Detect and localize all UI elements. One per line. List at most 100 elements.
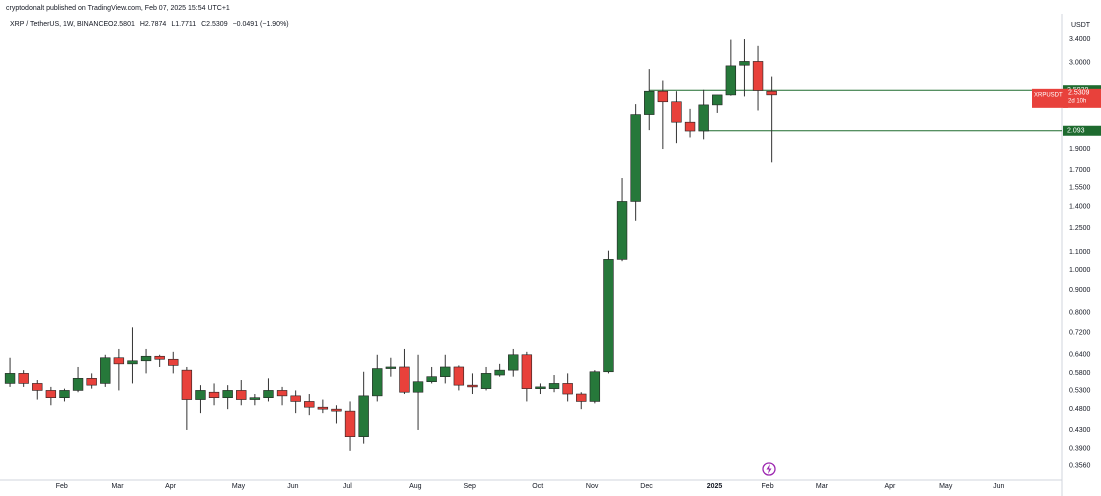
ohlc-value: L1.7711 <box>171 21 196 28</box>
candle-body <box>18 373 29 384</box>
chart-title: XRP / TetherUS, 1W, BINANCE <box>10 21 108 28</box>
candle-body <box>181 369 193 400</box>
candle-body <box>603 259 614 373</box>
candle-body <box>712 94 723 106</box>
candle-body <box>766 90 777 96</box>
price-tag-symbol: XRPUSDT <box>1034 92 1063 98</box>
candle-body <box>263 390 274 398</box>
candle-body <box>616 201 628 260</box>
y-tick-label: 1.5500 <box>1069 184 1091 191</box>
candle-body <box>725 65 737 96</box>
price-tag-countdown: 2d 10h <box>1068 98 1086 104</box>
y-tick-label: 0.8000 <box>1069 309 1091 316</box>
candle-body <box>113 357 125 365</box>
candle-body <box>576 393 587 402</box>
candle-body <box>467 384 478 388</box>
candle-body <box>276 390 288 397</box>
candle-body <box>440 366 451 377</box>
candle-body <box>344 410 356 437</box>
y-tick-label: 1.4000 <box>1069 204 1091 211</box>
x-tick-label: May <box>939 483 953 490</box>
candle-body <box>521 354 533 389</box>
y-tick-label: 1.7000 <box>1069 167 1091 174</box>
x-tick-label: Mar <box>816 483 829 490</box>
candle-body <box>562 383 573 395</box>
candle-body <box>222 390 233 398</box>
candle-body <box>385 366 397 369</box>
x-tick-label: Feb <box>762 483 774 490</box>
y-tick-label: 1.9000 <box>1069 146 1091 153</box>
y-tick-label: 1.2500 <box>1069 225 1091 232</box>
candle-body <box>644 90 655 115</box>
candle-body <box>154 355 165 360</box>
ohlc-value: O2.5801 <box>108 21 135 28</box>
x-tick-label: May <box>232 483 246 490</box>
candle-body <box>331 408 342 412</box>
candle-body <box>399 366 410 393</box>
y-tick-label: 0.9000 <box>1069 287 1091 294</box>
candle-body <box>290 395 301 402</box>
candle-body <box>140 355 152 362</box>
x-tick-label: Aug <box>409 483 422 490</box>
candle-body <box>304 401 315 408</box>
candle-body <box>508 354 519 371</box>
candle-body <box>100 357 111 384</box>
y-tick-label: 0.5800 <box>1069 370 1091 377</box>
candle-body <box>127 360 138 365</box>
x-tick-label: Apr <box>165 483 177 490</box>
hline-price-tag <box>1063 125 1101 136</box>
candle-body <box>236 390 247 400</box>
candle-body <box>426 376 437 383</box>
ohlc-value: −0.0491 (−1.90%) <box>233 21 289 28</box>
y-tick-label: 1.0000 <box>1069 267 1091 274</box>
candle-body <box>698 104 709 132</box>
y-tick-label: 1.1000 <box>1069 249 1091 256</box>
candle-body <box>412 381 424 393</box>
x-tick-label: Dec <box>640 483 653 490</box>
candle-body <box>317 406 329 410</box>
candle-body <box>548 383 560 389</box>
candle-body <box>86 378 97 386</box>
y-tick-label: 0.4300 <box>1069 427 1091 434</box>
candle-body <box>168 358 179 366</box>
x-tick-label: Apr <box>885 483 897 490</box>
y-tick-label: 3.0000 <box>1069 60 1091 67</box>
ohlc-value: C2.5309 <box>201 21 228 28</box>
price-tag <box>1032 88 1068 108</box>
candle-body <box>453 366 465 386</box>
price-tag-axis <box>1063 88 1101 108</box>
candle-body <box>494 369 505 376</box>
x-tick-label: Oct <box>532 483 543 490</box>
x-tick-label: Jul <box>343 483 352 490</box>
candle-body <box>4 373 16 384</box>
candle-body <box>671 101 682 123</box>
x-tick-label: Nov <box>586 483 599 490</box>
price-tag-value: 2.5309 <box>1068 90 1090 97</box>
candle-body <box>208 391 220 398</box>
candle-body <box>358 395 369 437</box>
x-tick-label: Jun <box>993 483 1004 490</box>
x-tick-label: Feb <box>56 483 68 490</box>
candle-body <box>59 390 70 398</box>
y-tick-label: 0.4800 <box>1069 406 1091 413</box>
x-tick-label: Jun <box>287 483 298 490</box>
y-tick-label: 0.5300 <box>1069 387 1091 394</box>
lightning-icon <box>762 462 776 476</box>
candle-body <box>589 371 601 402</box>
x-tick-label: Mar <box>111 483 124 490</box>
x-tick-label: 2025 <box>707 483 723 490</box>
candle-body <box>535 386 546 389</box>
y-tick-label: 3.4000 <box>1069 36 1091 43</box>
y-tick-label: 0.7200 <box>1069 329 1091 336</box>
hline-price-label: 2.093 <box>1067 128 1085 135</box>
candle-body <box>739 61 750 66</box>
candle-body <box>249 397 261 400</box>
y-tick-label: 0.3900 <box>1069 445 1091 452</box>
candle-body <box>32 383 43 391</box>
candle-body <box>657 90 669 103</box>
candle-body <box>72 378 84 391</box>
candle-body <box>684 121 696 132</box>
candle-body <box>752 61 764 91</box>
